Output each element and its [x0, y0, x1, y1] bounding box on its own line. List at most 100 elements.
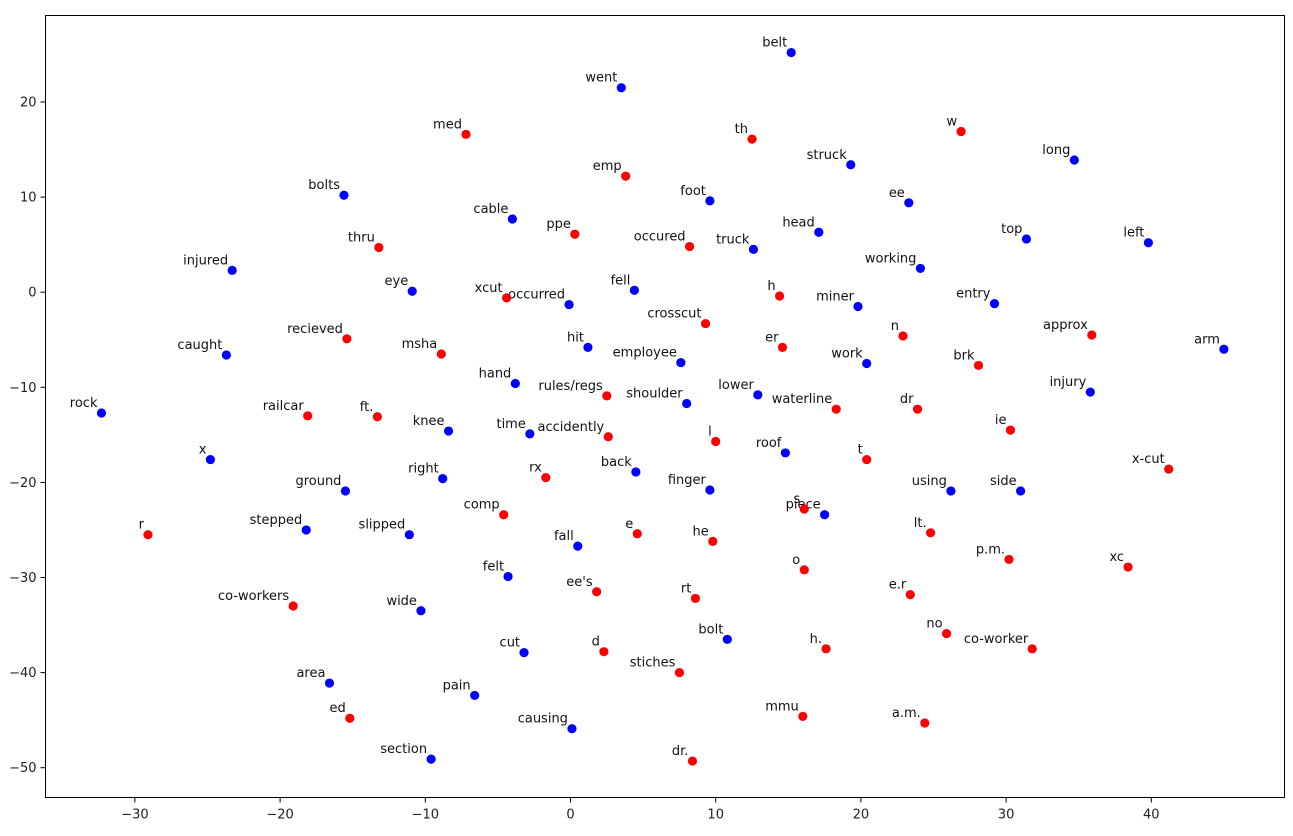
scatter-point [426, 754, 436, 764]
point-label: left [1123, 226, 1144, 241]
scatter-point [798, 711, 808, 721]
scatter-point [774, 291, 785, 301]
point-label: mmu [765, 699, 799, 714]
scatter-point [599, 647, 609, 657]
point-label: shoulder [626, 386, 683, 401]
point-label: s [793, 492, 800, 507]
y-tick-label: −50 [9, 761, 36, 776]
scatter-point [905, 590, 915, 600]
scatter-point [862, 358, 872, 369]
point-label: t [858, 443, 863, 458]
scatter-point [821, 644, 831, 654]
point-label: caught [177, 338, 222, 353]
point-label: entry [956, 287, 991, 302]
scatter-point [705, 485, 715, 495]
scatter-point [503, 571, 513, 582]
scatter-point [956, 126, 966, 137]
point-label: injured [183, 253, 228, 268]
point-label: brk [953, 348, 975, 363]
scatter-point [621, 171, 631, 181]
scatter-point [345, 713, 355, 723]
point-label: knee [413, 414, 445, 429]
y-tick-label: −40 [9, 666, 36, 681]
point-label: rx [529, 461, 542, 476]
scatter-point [820, 510, 830, 520]
scatter-point [915, 263, 926, 274]
scatter-point [461, 129, 471, 139]
x-tick-label: 30 [998, 808, 1015, 823]
point-label: a.m. [892, 706, 921, 721]
point-label: occured [634, 230, 686, 245]
point-label: work [831, 347, 863, 362]
scatter-point [519, 648, 529, 658]
scatter-point [898, 331, 908, 341]
point-label: dr [900, 392, 914, 407]
scatter-point [1219, 344, 1229, 354]
point-label: p.m. [976, 542, 1005, 557]
point-label: lower [718, 378, 754, 393]
point-label: xc [1109, 550, 1124, 565]
scatter-point [780, 448, 790, 458]
scatter-point [705, 196, 715, 206]
point-label: hand [479, 366, 512, 381]
point-label: rt [681, 581, 691, 596]
scatter-point [1016, 486, 1026, 496]
scatter-point [1164, 464, 1174, 474]
point-label: co-worker [964, 632, 1029, 647]
point-label: e.r [889, 578, 907, 593]
point-label: back [601, 455, 632, 470]
scatter-point [700, 318, 711, 329]
scatter-point [777, 342, 788, 352]
y-tick-label: 10 [20, 191, 37, 206]
point-label: top [1001, 222, 1022, 237]
scatter-point [340, 486, 351, 496]
scatter-point [507, 214, 518, 224]
point-label: foot [680, 184, 706, 199]
point-label: eye [385, 274, 409, 289]
scatter-point [541, 473, 551, 483]
point-label: ed [330, 701, 346, 716]
point-label: ft. [360, 400, 374, 415]
scatter-point [684, 241, 695, 252]
scatter-point [443, 426, 454, 436]
point-label: r [139, 518, 145, 533]
scatter-point [567, 724, 577, 734]
x-tick-label: −10 [412, 808, 439, 823]
scatter-point [941, 629, 952, 639]
scatter-point [96, 408, 107, 418]
point-label: belt [762, 36, 787, 51]
point-label: x [199, 443, 207, 458]
scatter-point [674, 668, 685, 678]
point-label: bolts [308, 178, 340, 193]
scatter-point [1004, 554, 1014, 565]
point-label: cable [473, 202, 508, 217]
scatter-point [227, 265, 237, 275]
scatter-point [831, 404, 841, 414]
scatter-point [143, 530, 153, 540]
point-label: slipped [359, 518, 406, 533]
point-label: d [592, 635, 600, 650]
point-label: section [380, 742, 427, 757]
point-label: comp [464, 498, 500, 513]
scatter-point [499, 510, 509, 520]
point-label: lt. [914, 516, 927, 531]
scatter-point [324, 678, 335, 688]
scatter-point [470, 690, 480, 701]
scatter-point [853, 301, 863, 312]
y-tick-label: 20 [20, 96, 37, 111]
scatter-point [687, 756, 698, 766]
point-label: miner [816, 289, 855, 304]
scatter-point [722, 634, 732, 644]
point-label: o [792, 553, 800, 568]
point-label: msha [402, 337, 438, 352]
scatter-point [603, 432, 613, 442]
scatter-point [301, 525, 311, 535]
scatter-point [288, 601, 298, 611]
scatter-point [342, 334, 352, 344]
point-label: time [496, 417, 525, 432]
scatter-point [676, 357, 686, 368]
y-tick-label: −20 [9, 476, 36, 491]
scatter-point [205, 454, 216, 465]
point-label: bolt [698, 622, 723, 637]
plot-frame [45, 15, 1285, 798]
